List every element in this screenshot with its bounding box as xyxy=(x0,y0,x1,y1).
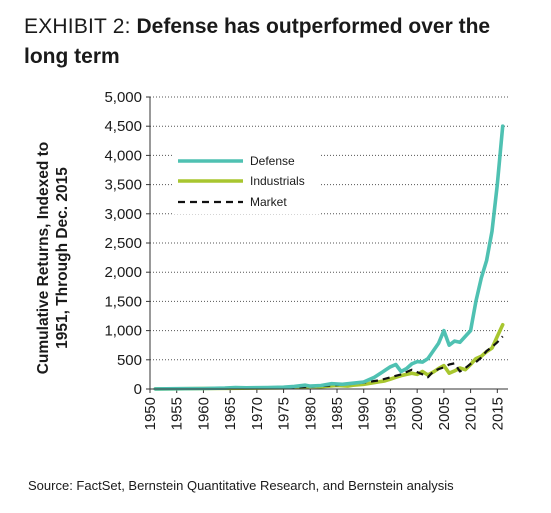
series-line-market xyxy=(155,335,504,390)
x-tick-label: 2005 xyxy=(436,397,453,430)
y-axis-ticks: 0 500 1,000 1,500 2,000 2,500 3,000 3,500 4,000 4… xyxy=(104,89,150,398)
exhibit-headline: Defense has outperformed over the long t… xyxy=(24,15,491,68)
series-line-industrials xyxy=(153,322,505,391)
x-tick-label: 1955 xyxy=(169,397,186,430)
y-tick-label: 4,500 xyxy=(104,118,142,135)
x-tick-label: 1965 xyxy=(222,397,239,430)
y-tick-label: 5,000 xyxy=(104,89,142,106)
series-lines xyxy=(153,124,505,391)
source-note: Source: FactSet, Bernstein Quantitative … xyxy=(28,478,454,493)
y-tick-label: 3,000 xyxy=(104,206,142,223)
x-tick-label: 1990 xyxy=(356,397,373,430)
x-tick-label: 1970 xyxy=(249,397,266,430)
y-tick-label: 1,000 xyxy=(104,323,142,340)
y-axis-label-line1: Cumulative Returns, Indexed to xyxy=(35,142,52,375)
x-tick-label: 1960 xyxy=(195,397,212,430)
series-line-defense xyxy=(153,124,505,391)
y-tick-label: 2,500 xyxy=(104,235,142,252)
x-tick-label: 2000 xyxy=(409,397,426,430)
exhibit-label: EXHIBIT 2: xyxy=(24,15,131,38)
y-tick-label: 4,000 xyxy=(104,147,142,164)
y-tick-label: 500 xyxy=(117,352,142,369)
x-tick-label: 1995 xyxy=(382,397,399,430)
y-tick-label: 3,500 xyxy=(104,177,142,194)
x-tick-label: 2015 xyxy=(489,397,506,430)
legend-label-market: Market xyxy=(250,195,287,209)
grid-lines xyxy=(150,96,508,361)
legend: Defense Industrials Market xyxy=(172,150,321,214)
y-tick-label: 0 xyxy=(134,381,142,398)
chart-title: EXHIBIT 2: Defense has outperformed over… xyxy=(24,12,534,72)
x-tick-label: 1950 xyxy=(142,397,159,430)
y-tick-label: 1,500 xyxy=(104,293,142,310)
x-tick-label: 2010 xyxy=(463,397,480,430)
line-chart: 0 500 1,000 1,500 2,000 2,500 3,000 3,500 4,000 4… xyxy=(35,89,508,430)
y-axis-label-line2: 1951, Through Dec. 2015 xyxy=(54,167,71,349)
y-tick-label: 2,000 xyxy=(104,264,142,281)
x-axis-ticks: 1950 1955 1960 1965 1970 1975 1980 1985 1990 1995… xyxy=(142,389,506,430)
x-tick-label: 1985 xyxy=(329,397,346,430)
x-tick-label: 1980 xyxy=(302,397,319,430)
x-tick-label: 1975 xyxy=(276,397,293,430)
legend-label-defense: Defense xyxy=(250,154,295,168)
legend-label-industrials: Industrials xyxy=(250,174,305,188)
